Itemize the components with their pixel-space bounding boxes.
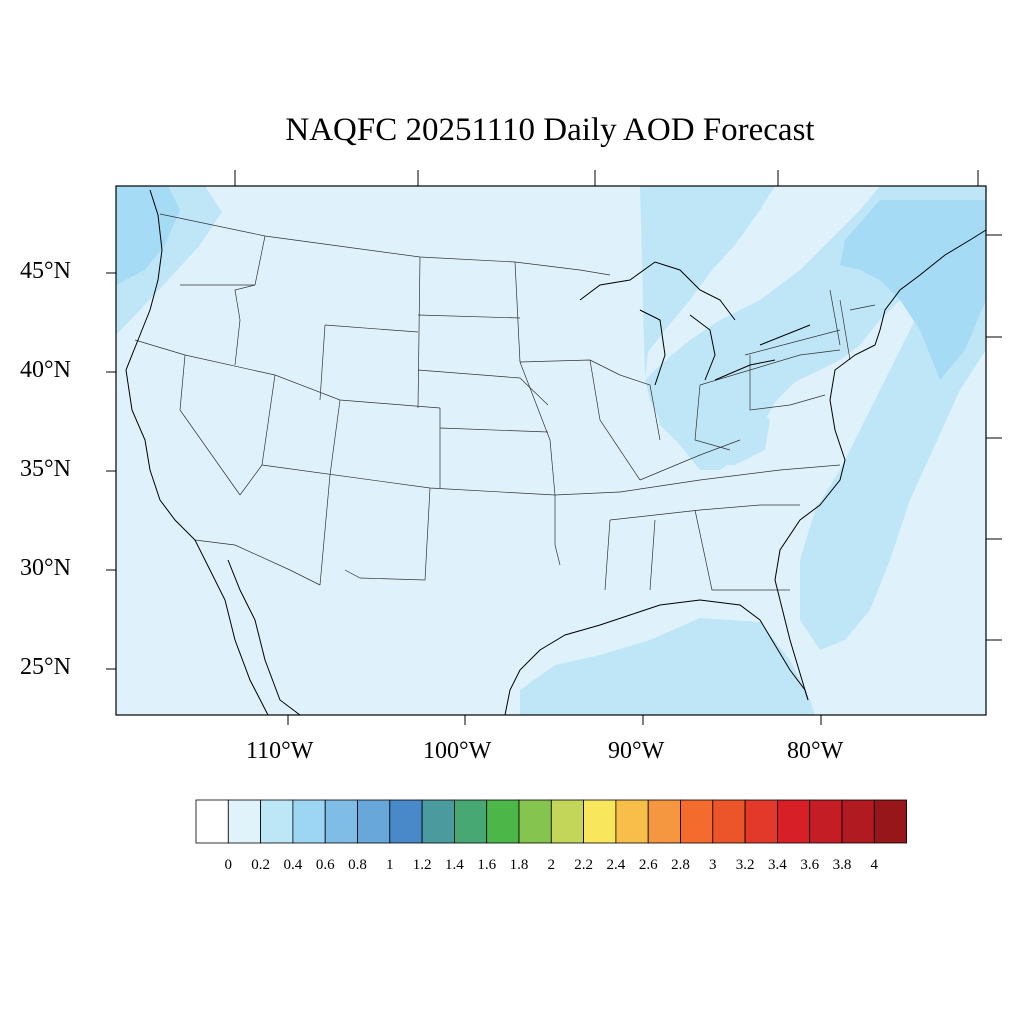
- colorbar-tick-label: 3.4: [768, 857, 787, 873]
- colorbar-tick-label: 2.2: [574, 857, 593, 873]
- baja-coast: [227, 559, 301, 716]
- colorbar-tick-label: 2.6: [638, 857, 658, 873]
- aod-plumes: [116, 186, 986, 715]
- colorbar-swatch: [712, 799, 746, 844]
- colorbar-tick-label: 0.2: [251, 857, 270, 873]
- colorbar-swatch: [227, 799, 262, 844]
- colorbar-swatch: [744, 799, 778, 844]
- colorbar-swatch: [357, 799, 391, 844]
- colorbar-swatch: [873, 799, 907, 844]
- lon-label-90: 90°W: [608, 738, 665, 764]
- lat-label-30: 30°N: [20, 555, 71, 581]
- colorbar-tick-label: 1.2: [412, 857, 432, 873]
- colorbar-tick-label: 1.6: [477, 857, 497, 873]
- colorbar-tick-label: 2.4: [606, 857, 626, 873]
- colorbar-tick-label: 4: [870, 857, 879, 873]
- colorbar-tick-label: 1.8: [509, 857, 529, 873]
- colorbar-tick-label: 3.6: [800, 857, 820, 873]
- colorbar-swatch: [486, 799, 520, 844]
- colorbar-tick-label: 1.4: [445, 857, 464, 873]
- colorbar-swatch: [809, 799, 843, 844]
- colorbar-swatch: [550, 799, 584, 844]
- colorbar-tick-label: 0.8: [348, 857, 367, 873]
- lat-label-35: 35°N: [20, 456, 71, 482]
- lat-label-40: 40°N: [20, 357, 71, 383]
- gulf-coast: [504, 599, 809, 716]
- great-lakes: [579, 261, 811, 386]
- lon-label-110: 110°W: [246, 738, 314, 764]
- colorbar-swatch: [453, 799, 488, 844]
- west-coast: [125, 189, 269, 716]
- colorbar-swatch: [647, 799, 681, 844]
- map-title: NAQFC 20251110 Daily AOD Forecast: [285, 112, 815, 148]
- colorbar-swatch: [583, 799, 617, 844]
- colorbar-tick-label: 3.2: [735, 857, 755, 873]
- lon-label-100: 100°W: [423, 738, 492, 764]
- colorbar-swatch: [421, 799, 455, 844]
- plume-ohio-valley: [655, 385, 770, 465]
- colorbar-swatch: [841, 799, 875, 844]
- colorbar-tick-label: 3: [709, 857, 717, 873]
- colorbar-swatch: [195, 799, 229, 844]
- colorbar-swatch: [777, 799, 811, 844]
- lat-label-25: 25°N: [20, 654, 71, 680]
- colorbar-tick-label: 0.4: [283, 857, 303, 873]
- colorbar-tick-label: 3.8: [832, 857, 852, 873]
- lat-label-45: 45°N: [20, 258, 71, 284]
- colorbar-swatch: [518, 799, 552, 844]
- colorbar-tick-label: 1: [386, 857, 394, 873]
- coastlines: [125, 189, 987, 716]
- colorbar-swatch: [292, 799, 326, 844]
- colorbar-swatch: [324, 799, 358, 844]
- colorbar-tick-label: 0: [224, 857, 233, 873]
- map-frame: [115, 185, 987, 716]
- colorbar-tick-label: 0.6: [315, 857, 335, 873]
- tick-marks: [106, 170, 1002, 725]
- lon-label-80: 80°W: [787, 738, 844, 764]
- plume-northeast-inner: [840, 200, 986, 380]
- colorbar-tick-label: 2.8: [671, 857, 690, 873]
- political-borders: [134, 213, 876, 591]
- plume-northwest-inner: [116, 186, 180, 285]
- colorbar-swatch: [680, 799, 714, 844]
- colorbar-swatch: [260, 799, 294, 844]
- colorbar-swatch: [389, 799, 423, 844]
- atlantic-coast: [774, 229, 987, 701]
- plume-gulf: [520, 618, 815, 715]
- colorbar-swatch: [615, 799, 649, 844]
- colorbar-tick-label: 2: [547, 857, 556, 873]
